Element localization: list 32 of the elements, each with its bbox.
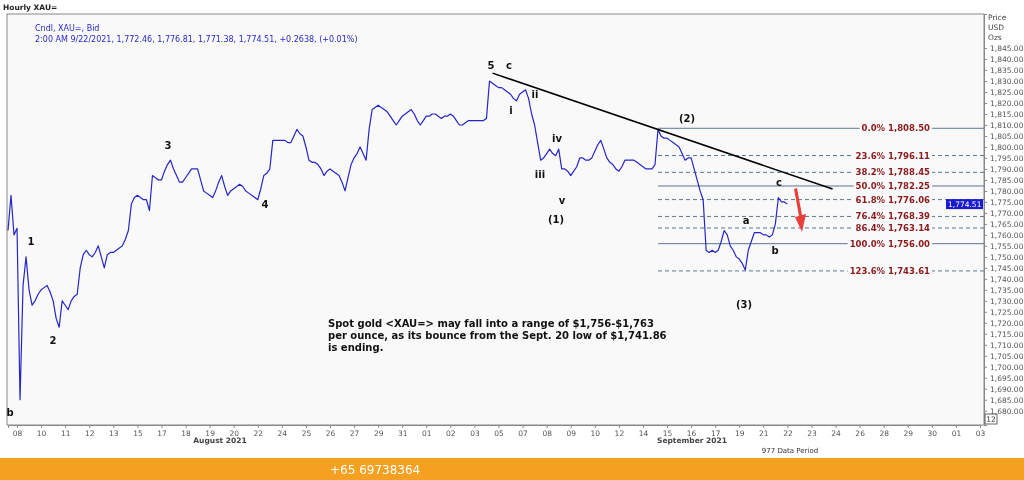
annotation: iv (552, 133, 563, 144)
annotation: v (558, 195, 566, 206)
annotation: 4 (261, 199, 269, 210)
ref-line-label: 23.6% 1,796.11 (855, 150, 931, 161)
ref-line-label: 0.0% 1,808.50 (861, 123, 931, 134)
ref-line-label: 38.2% 1,788.45 (855, 167, 931, 178)
annotation: c (506, 60, 513, 71)
annotation: 3 (164, 140, 172, 151)
ref-line-label: 123.6% 1,743.61 (849, 265, 931, 276)
ref-line-label: 76.4% 1,768.39 (855, 211, 931, 222)
ref-line-label: 100.0% 1,756.00 (849, 238, 931, 249)
annotation: 2:00 AM 9/22/2021, 1,772.46, 1,776.81, 1,771.38, 1,774.51, +0.2638, (+0.01%) (35, 35, 358, 44)
annotation: 1 (27, 236, 35, 247)
annotation: i (509, 105, 513, 116)
ref-line-label: 61.8% 1,776.06 (855, 194, 931, 205)
annotation: (1) (547, 214, 565, 225)
annotation: c (776, 177, 783, 188)
annotation: b (771, 245, 779, 256)
annotation: iii (534, 169, 546, 180)
text: +65 69738364 (330, 463, 421, 477)
line-series (7, 80, 789, 401)
annotation: ii (531, 89, 539, 100)
annotation: b (6, 407, 14, 418)
annotation: a (742, 215, 750, 226)
annotation: 5 (487, 60, 495, 71)
ref-line-label: 86.4% 1,763.14 (855, 222, 931, 233)
annotation: Spot gold <XAU=> may fall into a range of $1,756-$1,763 per ounce, as its bounce from the Sept. 20 low of $1,741.86 is ending. (328, 318, 667, 353)
annotation: (2) (678, 113, 696, 124)
ref-line-label: 50.0% 1,782.25 (855, 180, 931, 191)
annotation: (3) (735, 299, 753, 310)
annotation: 2 (49, 335, 57, 346)
text: Cndl, XAU=, Bid (35, 24, 100, 33)
